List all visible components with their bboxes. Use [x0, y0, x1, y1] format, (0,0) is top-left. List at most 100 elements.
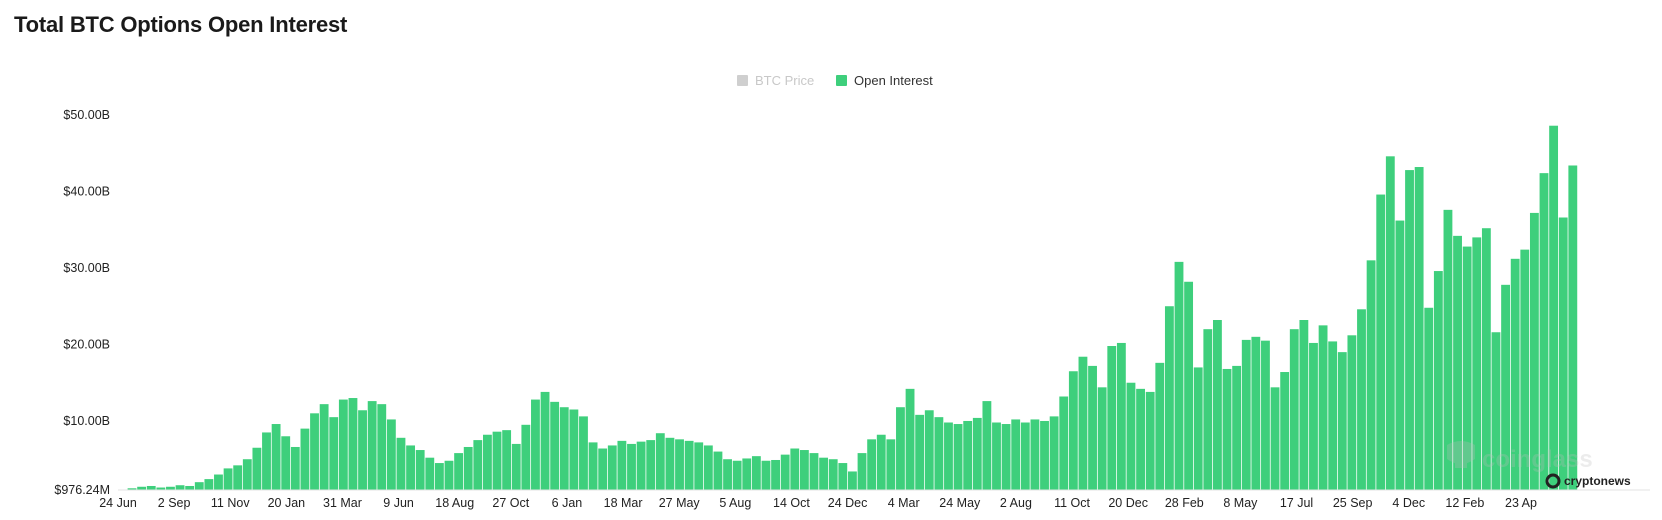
open-interest-bar[interactable] — [636, 441, 646, 490]
open-interest-bar[interactable] — [1539, 173, 1549, 490]
open-interest-bar[interactable] — [828, 459, 838, 490]
open-interest-bar[interactable] — [175, 485, 185, 490]
open-interest-bar[interactable] — [598, 448, 608, 490]
open-interest-bar[interactable] — [463, 446, 473, 490]
open-interest-bar[interactable] — [1040, 420, 1049, 490]
open-interest-bar[interactable] — [857, 453, 867, 490]
open-interest-bar[interactable] — [972, 417, 982, 490]
open-interest-bar[interactable] — [396, 437, 406, 490]
open-interest-bar[interactable] — [521, 424, 531, 490]
open-interest-bar[interactable] — [434, 463, 444, 490]
open-interest-bar[interactable] — [1289, 329, 1299, 490]
open-interest-bar[interactable] — [617, 440, 627, 490]
open-interest-bar[interactable] — [713, 451, 723, 490]
open-interest-bar[interactable] — [348, 398, 358, 490]
open-interest-bar[interactable] — [329, 417, 339, 490]
open-interest-bar[interactable] — [1501, 284, 1510, 490]
open-interest-bar[interactable] — [1174, 261, 1184, 490]
open-interest-bar[interactable] — [1184, 281, 1194, 490]
open-interest-bar[interactable] — [627, 443, 636, 490]
open-interest-bar[interactable] — [1424, 307, 1434, 490]
open-interest-bar[interactable] — [262, 432, 271, 490]
open-interest-bar[interactable] — [1145, 391, 1155, 490]
open-interest-bar[interactable] — [924, 410, 934, 490]
open-interest-bar[interactable] — [242, 459, 252, 490]
open-interest-bar[interactable] — [934, 417, 944, 490]
open-interest-bar[interactable] — [1357, 309, 1366, 490]
legend-item-btc-price[interactable]: BTC Price — [737, 73, 814, 88]
open-interest-bar[interactable] — [1116, 342, 1126, 490]
open-interest-bar[interactable] — [1001, 424, 1011, 490]
open-interest-bar[interactable] — [838, 463, 848, 490]
open-interest-bar[interactable] — [1443, 209, 1453, 490]
open-interest-bar[interactable] — [233, 465, 243, 490]
open-interest-bar[interactable] — [1366, 260, 1376, 490]
open-interest-bar[interactable] — [1030, 419, 1040, 490]
open-interest-bar[interactable] — [953, 424, 963, 490]
open-interest-bar[interactable] — [1213, 320, 1222, 490]
open-interest-bar[interactable] — [896, 407, 905, 490]
open-interest-bar[interactable] — [588, 442, 598, 490]
open-interest-bar[interactable] — [780, 454, 790, 490]
open-interest-bar[interactable] — [1309, 342, 1318, 490]
open-interest-bar[interactable] — [1136, 388, 1145, 490]
open-interest-bar[interactable] — [1453, 235, 1462, 490]
open-interest-bar[interactable] — [425, 457, 435, 490]
open-interest-bar[interactable] — [367, 401, 377, 490]
open-interest-bar[interactable] — [194, 482, 204, 490]
open-interest-bar[interactable] — [444, 460, 454, 490]
open-interest-bar[interactable] — [944, 422, 953, 491]
open-interest-bar[interactable] — [338, 399, 348, 490]
open-interest-bar[interactable] — [867, 439, 877, 490]
open-interest-bar[interactable] — [185, 485, 195, 490]
open-interest-bar[interactable] — [1097, 387, 1107, 490]
open-interest-bar[interactable] — [1299, 320, 1309, 490]
open-interest-bar[interactable] — [1068, 371, 1078, 490]
open-interest-bar[interactable] — [1529, 212, 1539, 490]
open-interest-bar[interactable] — [550, 401, 560, 490]
open-interest-bar[interactable] — [1520, 249, 1530, 490]
open-interest-bar[interactable] — [358, 410, 367, 490]
open-interest-bar[interactable] — [742, 458, 752, 490]
open-interest-bar[interactable] — [310, 413, 319, 490]
open-interest-bar[interactable] — [1126, 382, 1136, 490]
open-interest-bar[interactable] — [1549, 125, 1559, 491]
open-interest-bar[interactable] — [1414, 167, 1424, 490]
open-interest-bar[interactable] — [1481, 228, 1491, 490]
open-interest-bar[interactable] — [761, 460, 771, 490]
open-interest-bar[interactable] — [771, 459, 780, 490]
open-interest-bar[interactable] — [848, 471, 857, 490]
open-interest-bar[interactable] — [137, 486, 147, 490]
open-interest-bar[interactable] — [1347, 335, 1357, 490]
open-interest-bar[interactable] — [1462, 246, 1472, 490]
open-interest-bar[interactable] — [569, 409, 579, 491]
open-interest-bar[interactable] — [146, 485, 156, 490]
open-interest-bar[interactable] — [1337, 352, 1347, 490]
open-interest-bar[interactable] — [1155, 362, 1165, 490]
open-interest-bar[interactable] — [723, 459, 732, 490]
open-interest-bar[interactable] — [386, 419, 396, 490]
open-interest-bar[interactable] — [905, 388, 915, 490]
open-interest-bar[interactable] — [1251, 336, 1261, 490]
open-interest-bar[interactable] — [1376, 194, 1386, 491]
open-interest-bar[interactable] — [454, 453, 464, 490]
open-interest-bar[interactable] — [502, 430, 512, 490]
open-interest-bar[interactable] — [732, 460, 742, 490]
open-interest-bar[interactable] — [540, 391, 550, 490]
open-interest-bar[interactable] — [675, 439, 684, 490]
open-interest-bar[interactable] — [1405, 170, 1414, 490]
open-interest-bar[interactable] — [415, 450, 425, 490]
open-interest-bar[interactable] — [982, 401, 992, 490]
open-interest-bar[interactable] — [684, 440, 694, 490]
open-interest-bar[interactable] — [1280, 372, 1290, 490]
open-interest-bar[interactable] — [819, 457, 829, 490]
open-interest-bar[interactable] — [1020, 422, 1030, 491]
open-interest-bar[interactable] — [223, 468, 233, 490]
open-interest-bar[interactable] — [473, 440, 483, 490]
open-interest-bar[interactable] — [377, 404, 387, 490]
open-interest-bar[interactable] — [665, 437, 675, 490]
open-interest-bar[interactable] — [799, 450, 809, 490]
open-interest-bar[interactable] — [204, 479, 214, 490]
open-interest-bar[interactable] — [559, 407, 569, 490]
open-interest-bar[interactable] — [1270, 387, 1280, 490]
